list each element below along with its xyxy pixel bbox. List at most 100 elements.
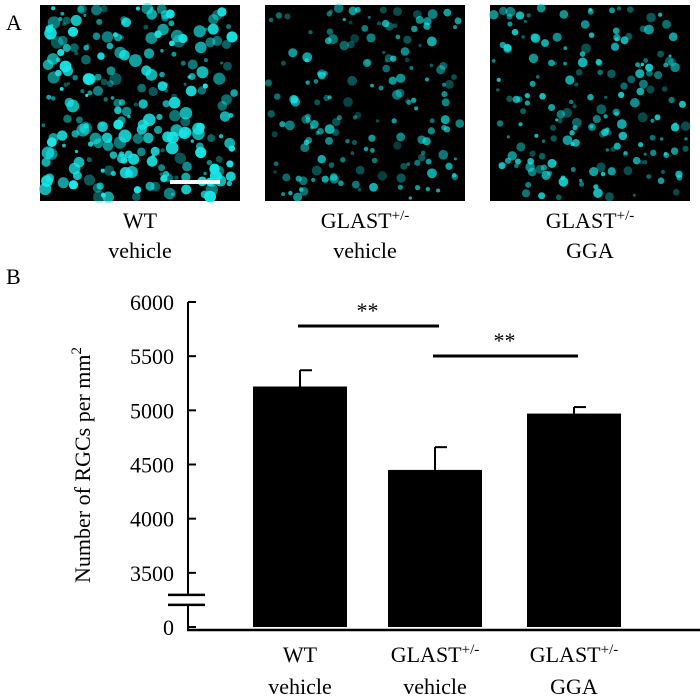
cell [618,91,625,99]
cell [288,48,298,58]
cell [304,58,309,63]
cell [58,17,63,22]
cell [668,54,672,58]
cell [171,93,177,100]
cell [427,9,438,20]
cell [441,91,448,98]
cell [670,147,679,155]
x-tick-label: GLAST+/- [530,642,619,667]
cell [150,181,161,192]
cell [100,78,108,86]
cell [213,72,226,85]
cell [305,137,313,144]
cell [338,180,344,187]
cell [83,74,89,79]
cell [579,51,586,57]
cell [313,79,319,84]
cell [136,147,146,157]
cell [174,175,179,180]
cell [370,83,374,88]
cell [145,32,158,45]
cell [646,12,656,23]
cell [159,71,165,78]
cell [555,194,562,201]
cell [570,167,576,173]
cell [50,6,56,11]
cell [324,37,332,45]
cell [423,22,431,30]
cell [418,43,422,48]
cell [676,174,683,181]
micrograph [490,5,690,201]
cell [74,149,79,154]
cell [593,188,603,198]
cell [507,21,513,27]
cell [324,124,335,135]
cell [280,60,286,66]
cell [384,21,394,31]
cell [395,73,406,83]
cell [529,150,536,157]
cell [396,132,406,142]
cell [620,36,629,45]
x-tick-label-text: WT [283,642,318,667]
cell [635,69,645,79]
cell [333,3,344,13]
image-label-sup: +/- [392,208,410,224]
cell [67,81,71,85]
cell [424,77,430,82]
cell [355,165,365,175]
image-label: GLAST+/- [321,208,410,233]
cell [295,175,302,182]
cell [76,123,90,137]
cell [371,157,378,164]
cell [550,135,557,142]
cell [83,13,87,17]
cell [453,25,458,30]
cell [684,137,688,141]
cell [55,69,62,77]
cell [345,138,350,144]
cell [267,110,275,118]
cell [668,96,675,104]
cell [311,165,322,176]
cell [526,13,531,18]
cell [159,172,164,176]
cell [507,151,517,161]
cell [190,139,195,143]
panel-label: B [6,264,21,289]
cell [657,50,665,58]
cell [150,146,160,156]
cell [219,111,231,122]
cell [221,39,232,50]
cell [670,123,680,132]
cell [565,75,575,85]
cell [70,14,82,26]
cell [503,44,512,54]
cell [598,130,607,138]
cell [453,157,457,161]
cell [100,168,105,173]
cell [47,16,61,29]
cell [351,180,360,189]
cell [381,19,390,28]
cell [488,9,499,20]
significance-label: ** [357,298,379,323]
cell [160,49,164,53]
cell [604,192,614,202]
cell [637,65,642,69]
cell [46,94,52,100]
x-tick-label-text: GLAST [530,642,601,667]
cell [597,69,604,76]
cell [165,141,179,155]
cell [45,148,58,160]
cell [63,114,72,124]
cell [118,151,125,158]
cell [409,65,414,71]
cell [322,70,329,77]
cell [80,88,85,94]
cell [451,172,457,178]
x-tick-label-text: GLAST [391,642,462,667]
cell [605,127,610,132]
bar [388,469,482,627]
